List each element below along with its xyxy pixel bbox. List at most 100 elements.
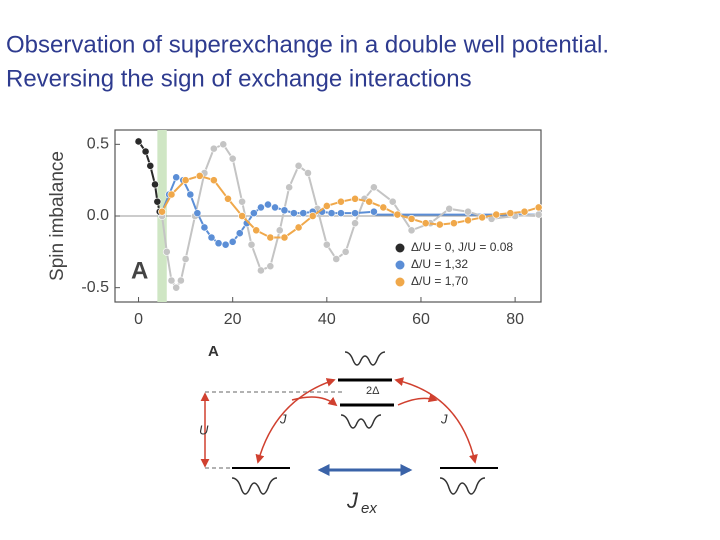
data-point	[172, 173, 181, 182]
data-point	[534, 210, 543, 219]
data-point	[181, 176, 190, 185]
data-point	[224, 194, 232, 203]
data-point	[153, 197, 162, 206]
data-point	[308, 212, 317, 220]
well	[344, 351, 386, 366]
data-point	[351, 219, 359, 228]
data-point	[207, 233, 216, 242]
data-point	[141, 147, 150, 156]
data-point	[235, 229, 244, 238]
diagram: A 2Δ U J J J ex	[199, 343, 498, 517]
data-point	[337, 209, 345, 218]
data-point	[252, 226, 261, 235]
data-point	[341, 247, 350, 256]
legend-label: Δ/U = 1,32	[411, 257, 468, 271]
data-point	[214, 239, 223, 248]
data-point	[186, 190, 195, 199]
data-point	[445, 204, 454, 213]
data-point	[162, 247, 171, 256]
data-point	[238, 197, 246, 206]
data-point	[151, 180, 159, 189]
data-point	[492, 210, 501, 219]
data-point	[294, 223, 303, 232]
data-point	[200, 223, 209, 232]
data-point	[294, 161, 303, 170]
u-label: U	[199, 422, 209, 437]
data-point	[351, 209, 359, 218]
title-line: Reversing the sign of exchange interacti…	[6, 65, 472, 92]
data-point	[181, 255, 190, 263]
data-point	[195, 171, 204, 180]
data-point	[332, 255, 341, 263]
x-tick-label: 40	[318, 311, 336, 328]
data-point	[228, 154, 237, 163]
data-point	[407, 214, 416, 223]
data-point	[158, 207, 166, 216]
y-tick-label: -0.5	[81, 279, 109, 296]
arrow	[394, 377, 478, 464]
data-point	[421, 219, 430, 228]
data-point	[249, 209, 258, 218]
data-point	[238, 212, 246, 220]
data-point	[289, 209, 298, 218]
data-point	[304, 169, 312, 177]
data-point	[365, 197, 374, 206]
panel-label: A	[131, 257, 148, 284]
x-tick-label: 20	[224, 311, 242, 328]
well	[439, 477, 486, 495]
well	[231, 477, 278, 495]
data-point	[351, 194, 359, 203]
data-point	[257, 203, 265, 212]
arrow	[255, 378, 336, 464]
data-point	[266, 262, 275, 271]
y-tick-label: 0.0	[87, 207, 109, 224]
data-point	[275, 226, 284, 235]
data-point	[322, 202, 331, 210]
jex-sub: ex	[361, 500, 377, 517]
data-point	[407, 226, 416, 235]
arrow	[291, 396, 338, 407]
delta-label: 2Δ	[366, 385, 380, 397]
data-point	[134, 137, 143, 146]
data-point	[478, 213, 487, 222]
data-point	[280, 206, 289, 215]
legend-label: Δ/U = 0, J/U = 0.08	[411, 240, 513, 254]
y-axis-label: Spin imbalance	[47, 151, 68, 281]
data-point	[146, 161, 155, 170]
jex-label: J	[346, 488, 359, 513]
data-point	[464, 207, 472, 216]
data-point	[266, 233, 275, 242]
data-point	[435, 220, 444, 229]
x-tick-label: 0	[134, 311, 143, 328]
data-point	[327, 209, 336, 218]
x-tick-label: 60	[412, 311, 430, 328]
data-point	[337, 197, 345, 206]
legend-swatch	[395, 260, 405, 270]
data-point	[264, 200, 272, 209]
plot: 0.5 0.0 -0.5 0 20 40 60 80 Spin imbalance A Δ/U = …	[47, 129, 543, 328]
data-point	[322, 240, 331, 249]
data-point	[257, 266, 265, 275]
data-point	[393, 210, 402, 219]
data-point	[193, 209, 202, 218]
data-point	[388, 197, 397, 206]
series-line	[161, 174, 539, 239]
arrow	[397, 393, 438, 406]
data-point	[285, 183, 294, 192]
data-point	[280, 233, 289, 242]
data-point	[177, 276, 185, 285]
data-point	[534, 203, 543, 212]
j-label: J	[279, 411, 287, 426]
data-point	[520, 207, 529, 216]
data-point	[167, 190, 176, 199]
well	[340, 414, 382, 429]
data-point	[369, 207, 378, 216]
legend-swatch	[395, 277, 405, 287]
data-point	[209, 176, 218, 185]
data-point	[247, 240, 256, 249]
legend-swatch	[395, 243, 405, 253]
title-line: Observation of superexchange in a double…	[6, 31, 609, 58]
data-point	[172, 283, 181, 292]
data-point	[450, 219, 458, 228]
